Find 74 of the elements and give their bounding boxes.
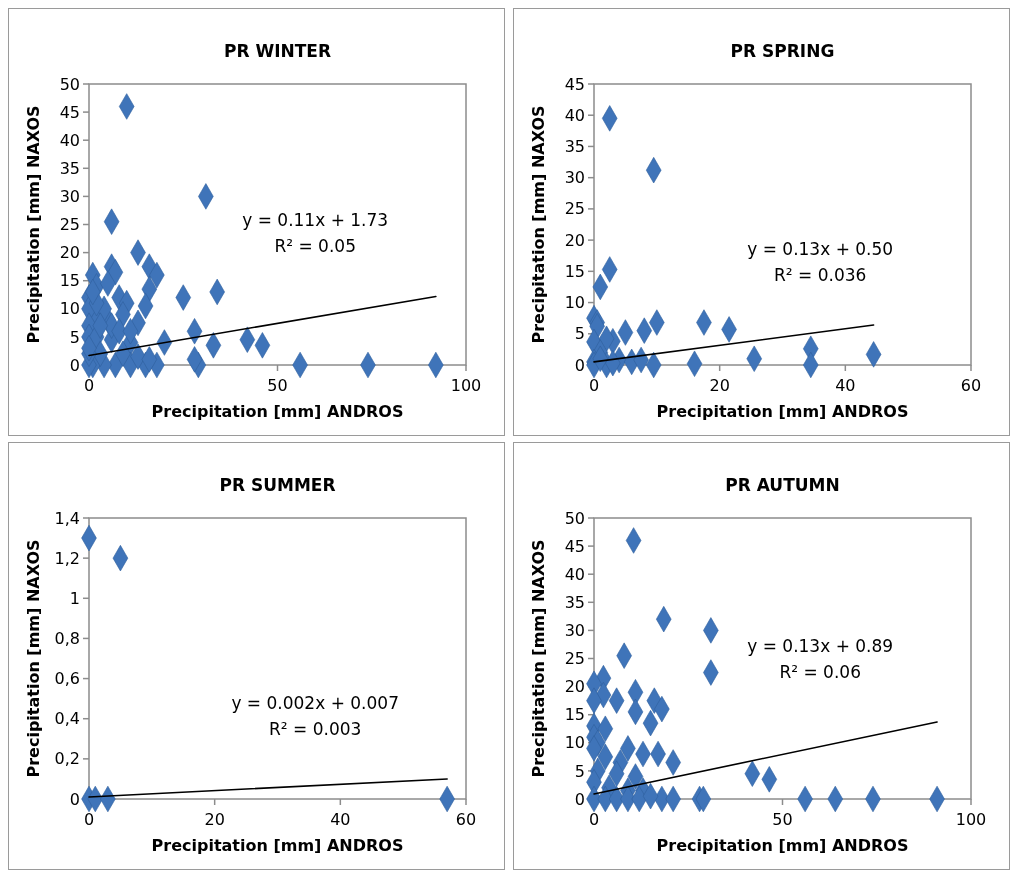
y-tick-label: 10	[564, 733, 585, 753]
y-tick-label: 30	[59, 187, 80, 206]
x-tick-label: 0	[588, 376, 600, 395]
x-tick-label: 50	[772, 810, 793, 829]
y-tick-label: 45	[564, 536, 585, 556]
x-tick-label: 40	[330, 810, 351, 829]
y-tick-label: 35	[564, 592, 585, 612]
x-axis-title: Precipitation [mm] ANDROS	[151, 402, 404, 421]
y-tick-label: 15	[564, 705, 585, 725]
y-tick-label: 5	[69, 327, 80, 347]
y-tick-label: 45	[59, 102, 80, 122]
x-axis-title: Precipitation [mm] ANDROS	[656, 836, 909, 855]
x-tick-label: 100	[955, 810, 987, 829]
y-tick-label: 25	[59, 215, 80, 235]
y-tick-label: 1,4	[54, 508, 80, 528]
annotation: R² = 0.05	[274, 236, 356, 257]
y-tick-label: 0	[69, 355, 80, 375]
annotation: y = 0.13x + 0.50	[747, 239, 894, 260]
y-tick-label: 10	[59, 299, 80, 319]
x-tick-label: 50	[267, 376, 288, 395]
y-axis-title: Precipitation [mm] NAXOS	[529, 539, 548, 778]
x-tick-label: 0	[83, 376, 95, 395]
x-tick-label: 0	[83, 810, 95, 829]
y-tick-label: 30	[564, 621, 585, 640]
y-tick-label: 35	[564, 137, 585, 157]
chart-title: PR WINTER	[223, 41, 332, 61]
x-axis-title: Precipitation [mm] ANDROS	[656, 402, 909, 421]
x-tick-label: 20	[204, 810, 225, 829]
y-tick-label: 5	[574, 324, 585, 344]
chart-title: PR SUMMER	[219, 475, 336, 495]
x-tick-label: 60	[455, 810, 477, 829]
x-axis-title: Precipitation [mm] ANDROS	[151, 836, 404, 855]
y-tick-label: 0,8	[54, 629, 80, 649]
y-tick-label: 25	[564, 649, 585, 669]
annotation: R² = 0.06	[779, 662, 861, 683]
chart-title: PR AUTUMN	[725, 475, 840, 495]
y-tick-label: 15	[564, 261, 585, 281]
y-tick-label: 10	[564, 293, 585, 313]
y-tick-label: 20	[59, 243, 80, 263]
y-tick-label: 0,6	[54, 669, 80, 689]
y-tick-label: 45	[564, 74, 585, 94]
x-tick-label: 100	[450, 376, 482, 395]
y-tick-label: 1	[69, 588, 80, 608]
y-tick-label: 35	[59, 158, 80, 178]
y-tick-label: 40	[564, 105, 585, 125]
x-tick-label: 60	[960, 376, 982, 395]
y-tick-label: 30	[564, 168, 585, 188]
annotation: y = 0.13x + 0.89	[747, 636, 894, 657]
x-tick-label: 0	[588, 810, 600, 829]
annotation: y = 0.002x + 0.007	[231, 692, 399, 713]
y-tick-label: 0	[574, 789, 585, 809]
y-tick-label: 0,4	[54, 709, 80, 729]
chart-title: PR SPRING	[730, 41, 835, 61]
y-tick-label: 20	[564, 230, 585, 250]
annotation: R² = 0.036	[774, 265, 867, 286]
y-axis-title: Precipitation [mm] NAXOS	[24, 539, 43, 778]
y-tick-label: 1,2	[54, 548, 80, 568]
annotation: R² = 0.003	[269, 718, 362, 739]
annotation: y = 0.11x + 1.73	[242, 210, 389, 231]
y-axis-title: Precipitation [mm] NAXOS	[24, 105, 43, 344]
y-tick-label: 50	[59, 74, 80, 94]
y-tick-label: 0,2	[54, 749, 80, 769]
x-tick-label: 20	[709, 376, 730, 395]
y-tick-label: 0	[69, 789, 80, 809]
y-axis-title: Precipitation [mm] NAXOS	[529, 105, 548, 344]
y-tick-label: 40	[564, 564, 585, 584]
y-tick-label: 50	[564, 508, 585, 528]
x-tick-label: 40	[835, 376, 856, 395]
y-tick-label: 0	[574, 355, 585, 375]
y-tick-label: 25	[564, 199, 585, 219]
y-tick-label: 20	[564, 677, 585, 697]
y-tick-label: 15	[59, 271, 80, 291]
y-tick-label: 5	[574, 761, 585, 781]
y-tick-label: 40	[59, 130, 80, 150]
